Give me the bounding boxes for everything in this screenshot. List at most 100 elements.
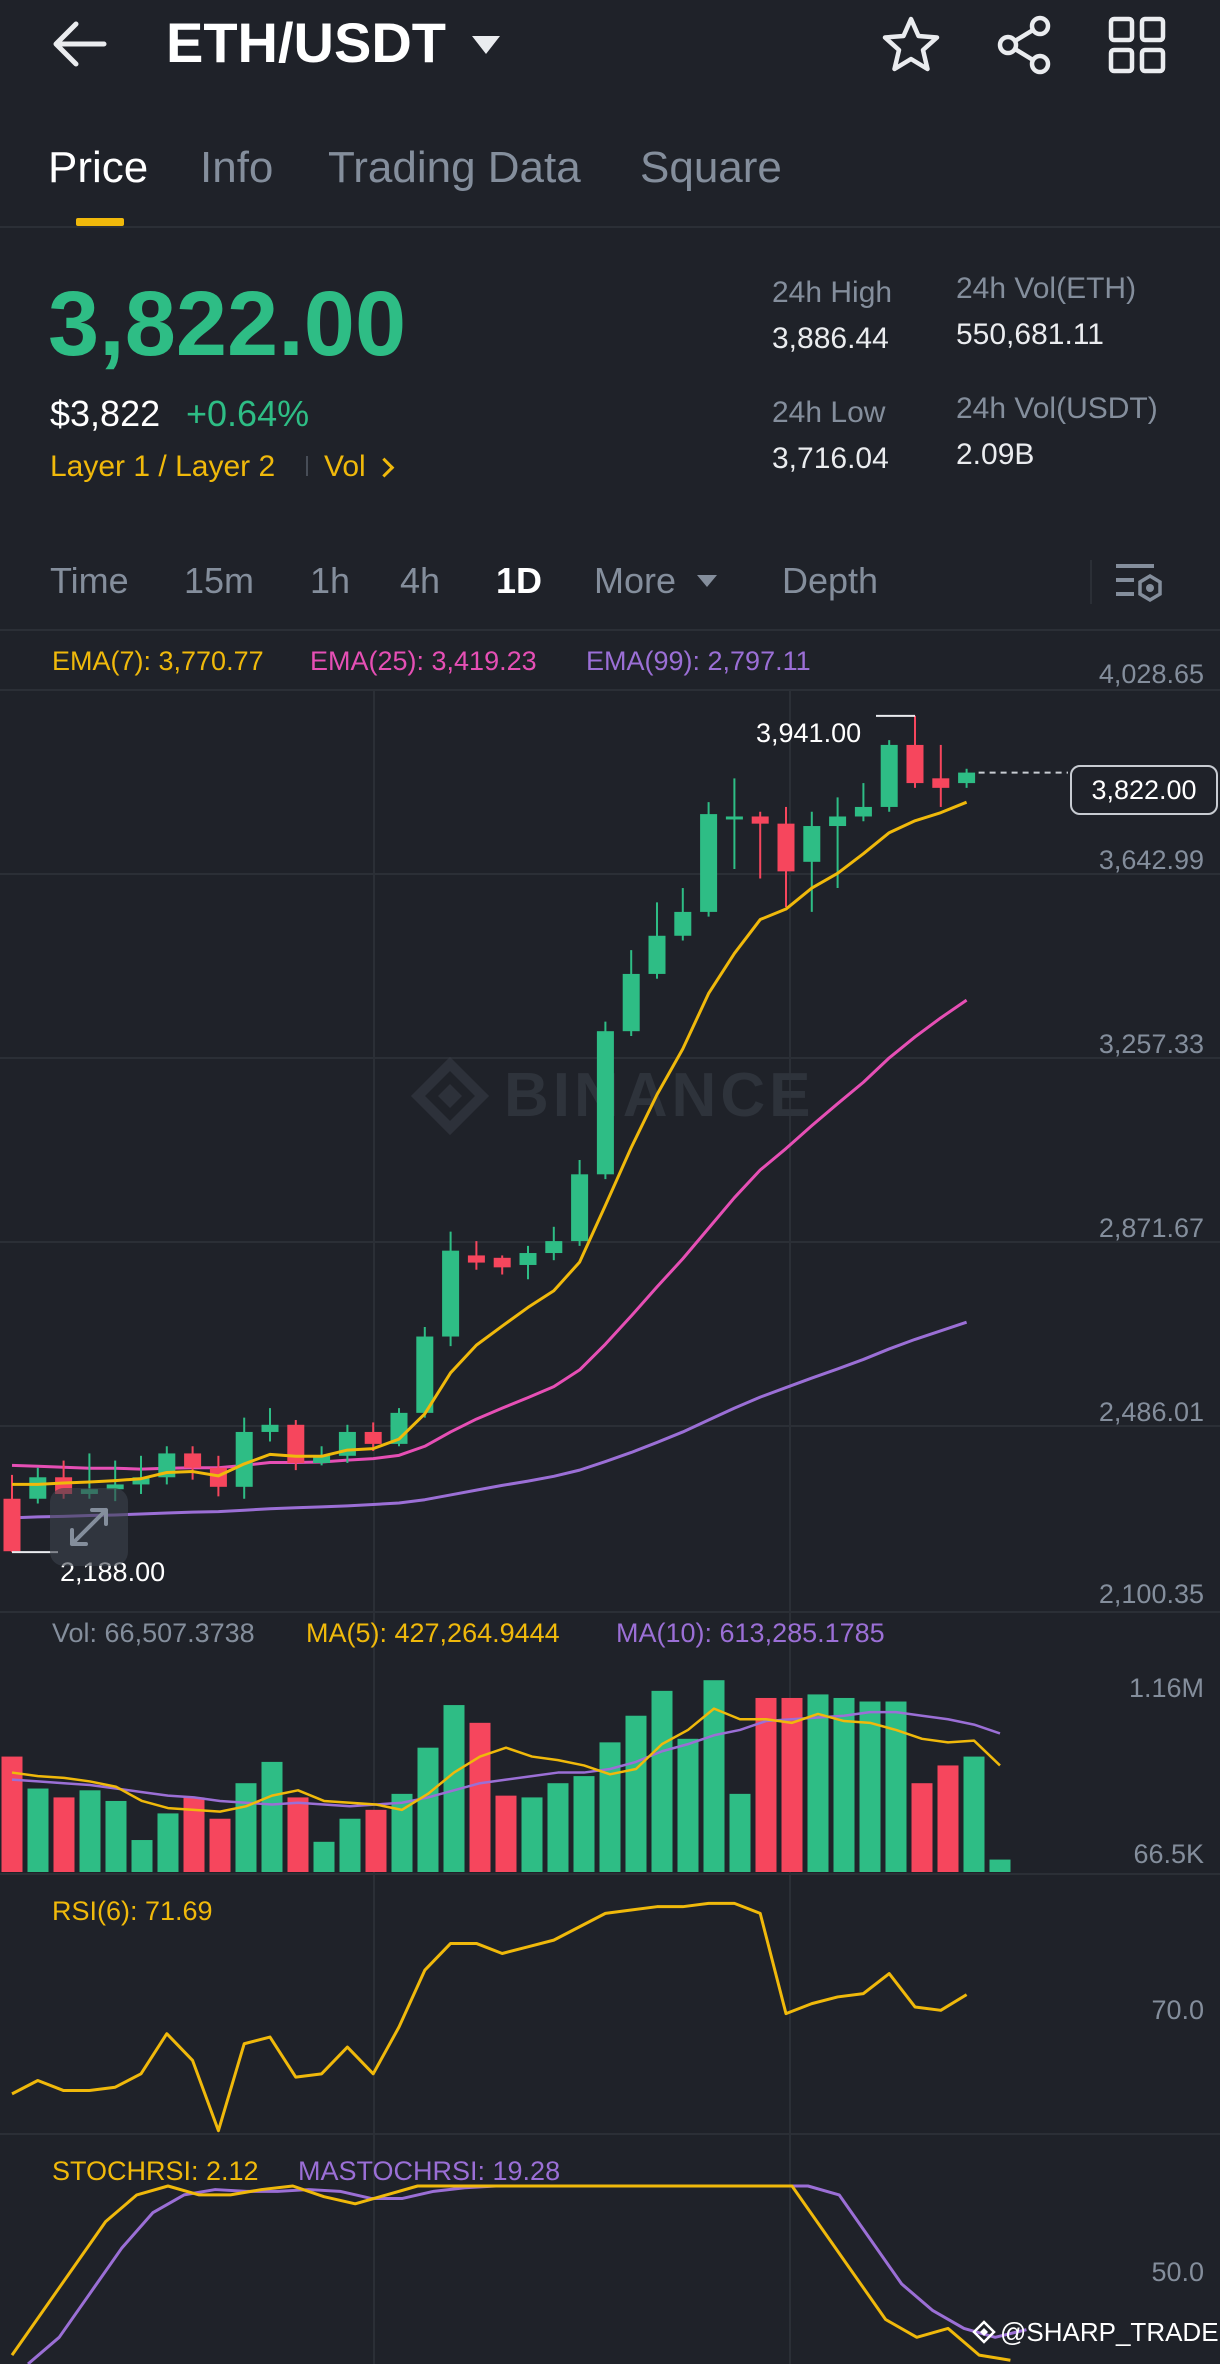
- volume-bar: [781, 1697, 803, 1872]
- candle-body: [854, 806, 872, 817]
- volume-bar: [287, 1797, 309, 1872]
- timeframe-1d[interactable]: 1D: [496, 560, 543, 601]
- volume-bar: [911, 1783, 933, 1872]
- candle-body: [906, 744, 924, 784]
- rsi-axis-tick: 70.0: [1151, 1995, 1204, 2025]
- timeframe-1h[interactable]: 1h: [310, 560, 351, 601]
- candle-body: [829, 816, 847, 827]
- ema25-line: [11, 998, 968, 1471]
- high-label: 24h High: [772, 276, 893, 309]
- volume-bar: [755, 1697, 777, 1872]
- candle-body: [958, 772, 976, 784]
- volume-bar: [417, 1747, 439, 1872]
- volume-bar: [27, 1788, 49, 1872]
- ema7-label: EMA(7): 3,770.77: [52, 646, 264, 676]
- low-label: 24h Low: [772, 396, 886, 429]
- tab-trading-data[interactable]: Trading Data: [328, 143, 581, 192]
- tab-info[interactable]: Info: [200, 143, 274, 192]
- candle-body: [596, 1031, 614, 1175]
- top-bar: ETH/USDT: [0, 0, 1220, 90]
- volume-axis-tick: 66.5K: [1133, 1839, 1204, 1869]
- timeframe-15m[interactable]: 15m: [184, 560, 255, 601]
- candle-body: [467, 1255, 485, 1263]
- volume-bar: [235, 1783, 257, 1872]
- volume-bar: [807, 1694, 829, 1872]
- price-axis-tick: 3,257.33: [1098, 1029, 1204, 1059]
- star-icon[interactable]: [880, 14, 942, 76]
- ema25-label: EMA(25): 3,419.23: [310, 646, 537, 676]
- volume-bar: [859, 1701, 881, 1872]
- back-arrow-icon[interactable]: [52, 20, 108, 68]
- more-caret-icon[interactable]: [696, 574, 718, 588]
- mastochrsi-label: MASTOCHRSI: 19.28: [298, 2156, 561, 2186]
- candle-body: [622, 973, 640, 1032]
- candle-body: [648, 935, 666, 974]
- volume-ma5-label: MA(5): 427,264.9444: [306, 1618, 560, 1648]
- volume-bar: [573, 1776, 595, 1872]
- volume-bar: [79, 1790, 101, 1872]
- candle-body: [777, 823, 795, 872]
- volume-label: Vol: 66,507.3738: [52, 1618, 255, 1648]
- tab-square[interactable]: Square: [640, 143, 782, 192]
- vol-usdt-value: 2.09B: [956, 438, 1035, 471]
- pair-title[interactable]: ETH/USDT: [166, 11, 446, 74]
- volume-bar: [131, 1840, 153, 1872]
- grid-menu-icon[interactable]: [1106, 14, 1168, 76]
- expand-chart-button[interactable]: [50, 1488, 128, 1566]
- usd-price: $3,822: [50, 393, 161, 434]
- candle-body: [106, 1484, 124, 1490]
- stoch-axis-tick: 50.0: [1151, 2257, 1204, 2287]
- caret-down-icon[interactable]: [470, 34, 502, 56]
- candle-body: [442, 1250, 460, 1337]
- volume-bar: [625, 1715, 647, 1872]
- high-marker-label: 3,941.00: [756, 718, 862, 748]
- volume-bar: [651, 1690, 673, 1872]
- price-axis-tick: 3,642.99: [1098, 845, 1204, 875]
- candle-body: [416, 1336, 434, 1413]
- volume-bar: [443, 1705, 465, 1872]
- volume-bar: [703, 1680, 725, 1872]
- timeframe-time[interactable]: Time: [50, 560, 129, 601]
- timeframe-4h[interactable]: 4h: [400, 560, 441, 601]
- credit-watermark: @SHARP_TRADER: [1000, 2317, 1220, 2347]
- last-price: 3,822.00: [48, 273, 407, 375]
- stochrsi-label: STOCHRSI: 2.12: [52, 2156, 259, 2186]
- volume-bar: [495, 1795, 517, 1872]
- ema99-line: [11, 1320, 968, 1520]
- timeframe-depth[interactable]: Depth: [782, 560, 879, 601]
- stochrsi-line: [10, 2184, 1011, 2362]
- volume-bar: [547, 1783, 569, 1872]
- candle-body: [880, 744, 898, 807]
- candle-body: [519, 1253, 537, 1265]
- timeframe-more[interactable]: More: [594, 560, 677, 601]
- vol-link[interactable]: Vol: [324, 448, 395, 486]
- tab-price[interactable]: Price: [48, 143, 149, 192]
- vol-link-label: Vol: [324, 450, 366, 483]
- volume-bar: [937, 1765, 959, 1872]
- divider: [306, 456, 308, 476]
- volume-bar: [391, 1793, 413, 1872]
- candle-body: [493, 1257, 511, 1268]
- volume-bar: [989, 1859, 1011, 1872]
- candle-body: [29, 1477, 47, 1499]
- ema99-label: EMA(99): 2,797.11: [586, 646, 811, 676]
- volume-bar: [885, 1701, 907, 1872]
- last-price-tag: 3,822.00: [1070, 765, 1218, 815]
- volume-bar: [599, 1742, 621, 1872]
- volume-bar: [1, 1756, 23, 1872]
- price-axis-tick: 4,028.65: [1098, 659, 1204, 689]
- candle-body: [132, 1477, 150, 1485]
- volume-bar: [469, 1722, 491, 1872]
- volume-ma5-line: [11, 1707, 1001, 1813]
- volume-bar: [157, 1813, 179, 1872]
- candle-body: [235, 1431, 253, 1487]
- volume-bar: [729, 1793, 751, 1872]
- candle-body: [287, 1424, 305, 1463]
- mastochrsi-line: [27, 2184, 1027, 2364]
- chart-settings-icon[interactable]: [1114, 560, 1166, 604]
- category-link[interactable]: Layer 1 / Layer 2: [50, 450, 276, 483]
- price-axis-tick: 2,100.35: [1098, 1579, 1204, 1609]
- share-icon[interactable]: [994, 14, 1056, 76]
- volume-bar: [677, 1738, 699, 1872]
